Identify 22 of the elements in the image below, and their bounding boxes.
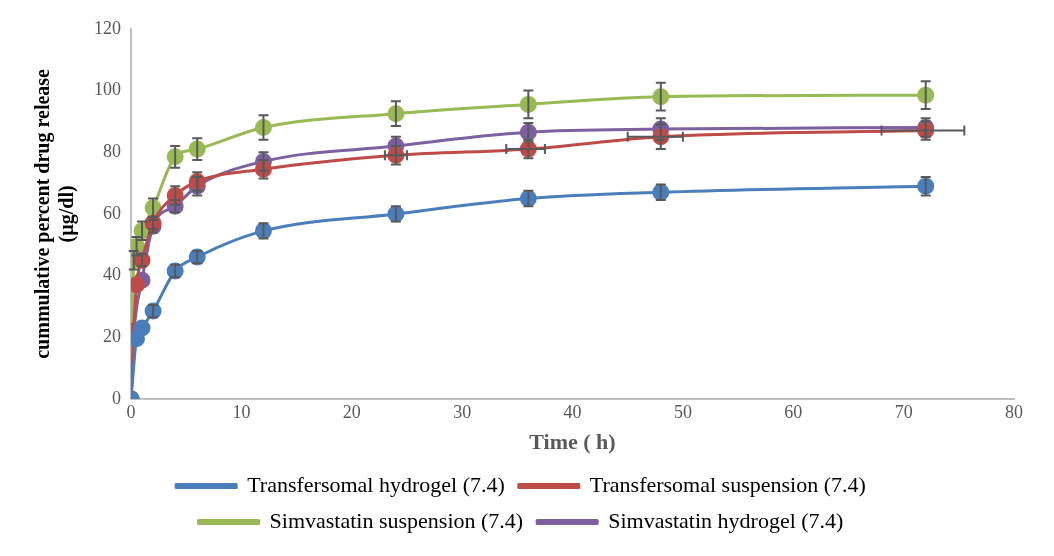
x-tick-label: 60 bbox=[784, 401, 803, 422]
x-tick-label: 70 bbox=[894, 401, 913, 422]
x-tick-label: 0 bbox=[126, 401, 136, 422]
x-tick-label: 10 bbox=[232, 401, 251, 422]
x-axis-title: Time ( h) bbox=[529, 429, 616, 455]
legend-label: Transfersomal hydrogel (7.4) bbox=[247, 471, 505, 497]
y-axis-title: cummulative percent drug release (µg/dl) bbox=[31, 68, 79, 359]
legend-label: Simvastatin suspension (7.4) bbox=[269, 507, 524, 533]
y-tick-label: 80 bbox=[103, 140, 121, 161]
legend-label: Simvastatin hydrogel (7.4) bbox=[608, 507, 844, 533]
x-tick-label: 20 bbox=[342, 401, 361, 422]
x-tick-label: 40 bbox=[563, 401, 582, 422]
x-tick-label: 80 bbox=[1005, 401, 1023, 422]
x-tick-label: 50 bbox=[673, 401, 692, 422]
legend-label: Transfersomal suspension (7.4) bbox=[589, 471, 866, 497]
y-tick-label: 60 bbox=[103, 202, 121, 223]
y-tick-label: 100 bbox=[94, 79, 121, 100]
y-tick-label: 20 bbox=[103, 326, 121, 347]
y-tick-label: 40 bbox=[103, 264, 121, 285]
y-tick-label: 0 bbox=[112, 387, 121, 408]
y-tick-label: 120 bbox=[94, 17, 121, 38]
x-tick-label: 30 bbox=[453, 401, 472, 422]
